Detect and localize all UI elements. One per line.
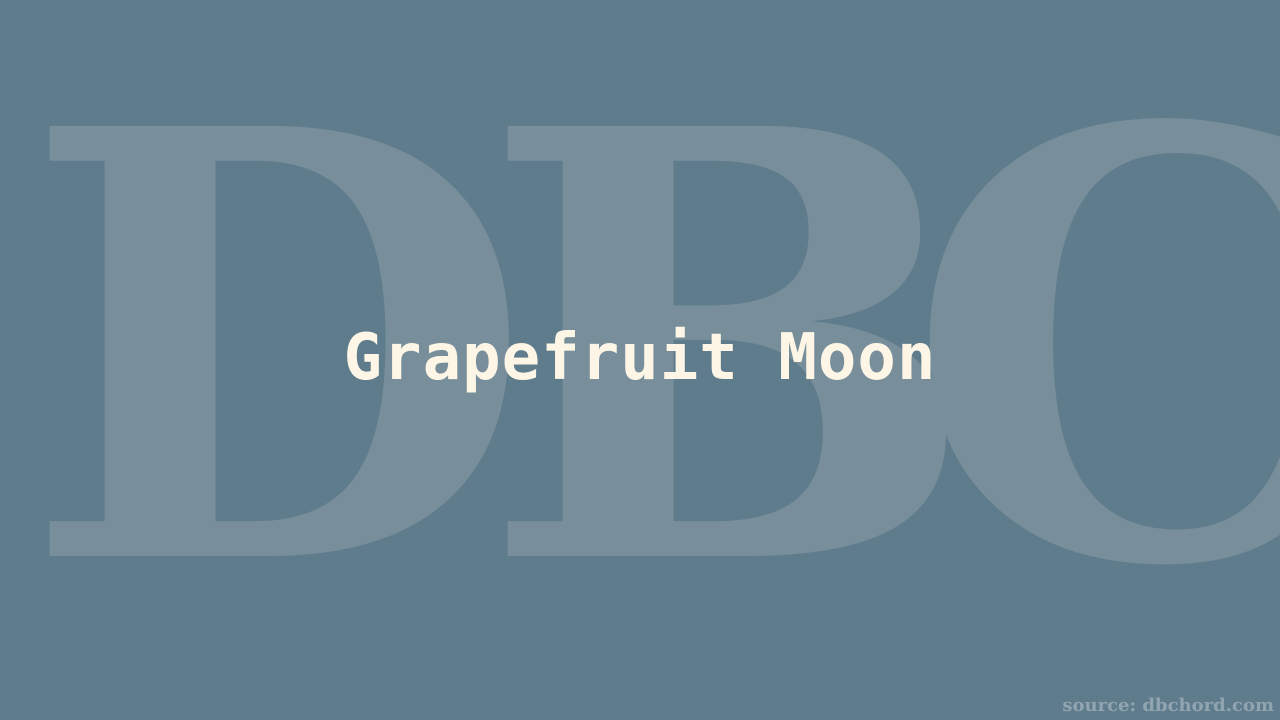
watermark-letter-c: C xyxy=(905,90,1280,610)
source-credit: source: dbchord.com xyxy=(1062,695,1274,716)
watermark-logo: D B C xyxy=(0,90,1280,610)
watermark-letter-d: D xyxy=(22,90,534,610)
watermark-letter-b: B xyxy=(480,90,979,610)
song-title: Grapefruit Moon xyxy=(343,321,937,395)
